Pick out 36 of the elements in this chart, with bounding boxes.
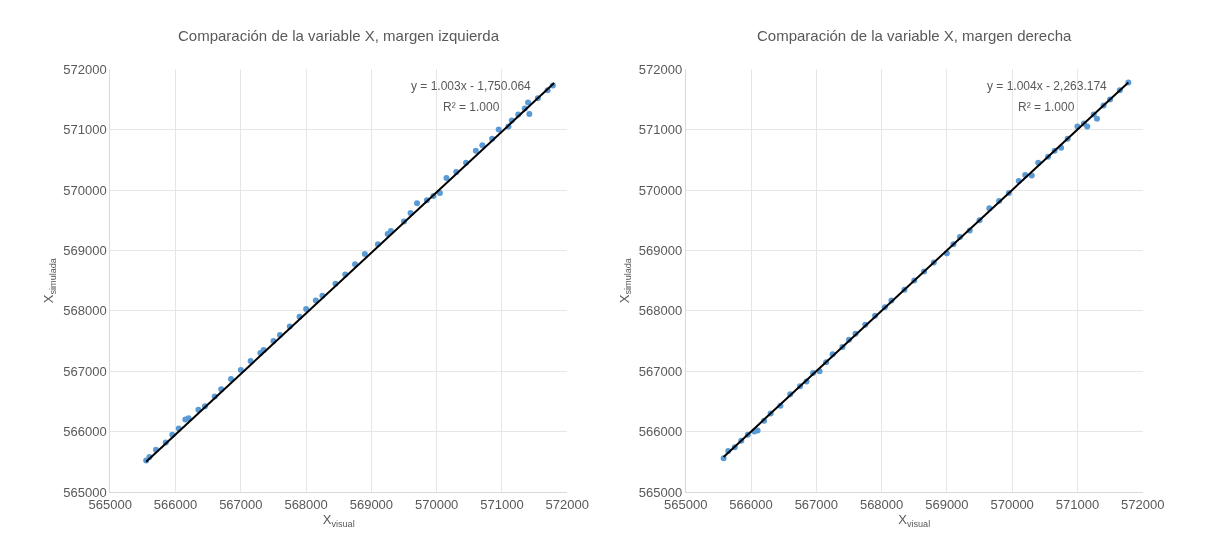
x-tick-label: 570000 [414,496,459,512]
x-axis-title: X$_{visual}$ [322,512,355,529]
annotation: R² = 1.000 [443,100,500,114]
chart-title: Comparación de la variable X, margen derecha [757,27,1072,44]
y-tick-label: 570000 [638,182,683,198]
y-tick-label: 570000 [63,182,107,198]
annotation: R² = 1.000 [1018,100,1075,114]
x-axis-title: X$_{visual}$ [898,512,931,529]
y-tick-label: 566000 [638,424,683,440]
x-tick-label: 569000 [925,496,969,512]
x-tick-label: 568000 [284,496,328,512]
y-tick-label: 569000 [638,242,683,258]
y-tick-label: 572000 [638,61,683,77]
y-tick-label: 571000 [63,122,107,138]
y-tick-label: 572000 [63,61,107,77]
x-tick-label: 569000 [349,496,394,512]
x-tick-label: 567000 [219,496,263,512]
x-tick-label: 572000 [545,496,589,512]
x-tick-label: 568000 [859,496,904,512]
y-tick-label: 568000 [638,303,683,319]
annotation: y = 1.003x - 1,750.064 [411,79,532,93]
x-tick-label: 572000 [1121,496,1165,512]
y-tick-label: 567000 [638,363,683,379]
y-tick-label: 567000 [63,363,107,379]
x-tick-label: 566000 [729,496,773,512]
x-tick-label: 570000 [990,496,1034,512]
y-tick-label: 568000 [63,303,107,319]
x-tick-label: 571000 [480,496,524,512]
y-tick-label: 566000 [63,424,107,440]
chart-title: Comparación de la variable X, margen izquierda [178,27,500,44]
x-tick-label: 567000 [794,496,839,512]
x-tick-label: 571000 [1055,496,1100,512]
annotation: y = 1.004x - 2,263.174 [987,79,1108,93]
y-tick-label: 569000 [63,242,107,258]
y-tick-label: 571000 [638,122,683,138]
x-tick-label: 566000 [153,496,198,512]
